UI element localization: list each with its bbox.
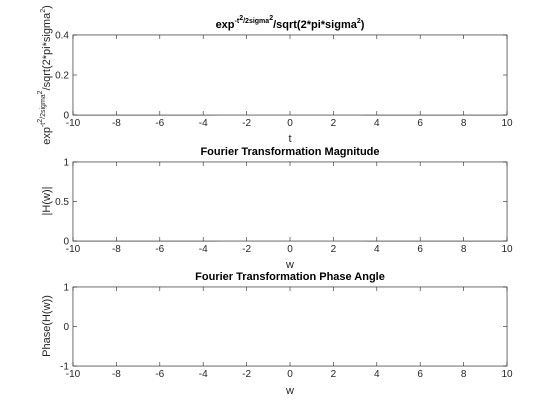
x-tick-label: -6 <box>155 118 164 129</box>
x-tick-label: 4 <box>374 118 380 129</box>
y-tick-label: 0.4 <box>55 31 69 42</box>
y-tick-label: 0 <box>63 111 69 122</box>
x-tick-label: -4 <box>199 369 208 380</box>
y-tick-label: 0 <box>63 237 69 248</box>
y-tick-label: 0 <box>63 322 69 333</box>
x-tick-label: 10 <box>501 369 513 380</box>
x-tick-label: 0 <box>287 244 293 255</box>
x-tick-label: -4 <box>199 118 208 129</box>
y-tick-label: 1 <box>63 283 69 294</box>
y-tick-label: 1 <box>63 158 69 169</box>
x-axis-label: w <box>285 385 294 397</box>
subplot-phase: -10 -8 -6 -4 -2 0 2 4 6 8 10-101 Fourier Transform… <box>41 271 513 397</box>
x-tick-label: 4 <box>374 369 380 380</box>
x-tick-label: -8 <box>112 244 121 255</box>
x-tick-label: -6 <box>155 244 164 255</box>
x-tick-label: -2 <box>242 118 251 129</box>
ticks: -10 -8 -6 -4 -2 0 2 4 6 8 10-101 <box>60 283 513 381</box>
ticks: -10 -8 -6 -4 -2 0 2 4 6 8 10 0 0.2 0.4 <box>55 31 513 130</box>
x-tick-label: 2 <box>331 118 337 129</box>
subplot-gaussian: -10 -8 -6 -4 -2 0 2 4 6 8 10 0 0.2 0.4 exp-t2/2sigma2… <box>37 5 513 145</box>
subplot-magnitude: -10 -8 -6 -4 -2 0 2 4 6 8 10 0 0.5 1 Fourier Transfor… <box>41 146 513 271</box>
x-tick-label: 10 <box>501 118 513 129</box>
x-tick-label: -10 <box>66 369 81 380</box>
x-tick-label: 8 <box>461 118 467 129</box>
x-tick-label: 2 <box>331 369 337 380</box>
y-tick-label: -1 <box>60 362 69 373</box>
x-tick-label: 8 <box>461 244 467 255</box>
x-tick-label: -8 <box>112 369 121 380</box>
y-axis-label: Phase(H(w)) <box>41 295 53 357</box>
x-tick-label: -2 <box>242 244 251 255</box>
x-tick-label: 8 <box>461 369 467 380</box>
ticks: -10 -8 -6 -4 -2 0 2 4 6 8 10 0 0.5 1 <box>55 158 513 256</box>
x-tick-label: -4 <box>199 244 208 255</box>
plot-border <box>72 286 508 367</box>
x-axis-label: t <box>288 133 291 145</box>
x-tick-label: 2 <box>331 244 337 255</box>
y-tick-label: 0.2 <box>55 71 69 82</box>
chart-title: exp-t2/2sigma2/sqrt(2*pi*sigma2) <box>216 15 365 31</box>
y-tick-label: 0.5 <box>55 197 69 208</box>
chart-title: Fourier Transformation Phase Angle <box>195 271 385 283</box>
x-tick-label: -6 <box>155 369 164 380</box>
x-tick-label: 4 <box>374 244 380 255</box>
x-tick-label: 6 <box>417 244 423 255</box>
plot-border <box>72 161 508 242</box>
x-tick-label: 0 <box>287 369 293 380</box>
x-tick-label: 6 <box>417 369 423 380</box>
plot-border <box>72 34 508 116</box>
y-axis-label: exp-t2/2sigma2/sqrt(2*pi*sigma2) <box>37 5 53 145</box>
x-tick-label: -10 <box>66 118 81 129</box>
chart-title: Fourier Transformation Magnitude <box>200 146 379 158</box>
x-tick-label: -2 <box>242 369 251 380</box>
x-tick-label: -8 <box>112 118 121 129</box>
x-tick-label: 0 <box>287 118 293 129</box>
y-axis-label: |H(w)| <box>41 187 53 216</box>
x-tick-label: 10 <box>501 244 513 255</box>
x-tick-label: 6 <box>417 118 423 129</box>
x-axis-label: w <box>285 259 294 271</box>
x-tick-label: -10 <box>66 244 81 255</box>
